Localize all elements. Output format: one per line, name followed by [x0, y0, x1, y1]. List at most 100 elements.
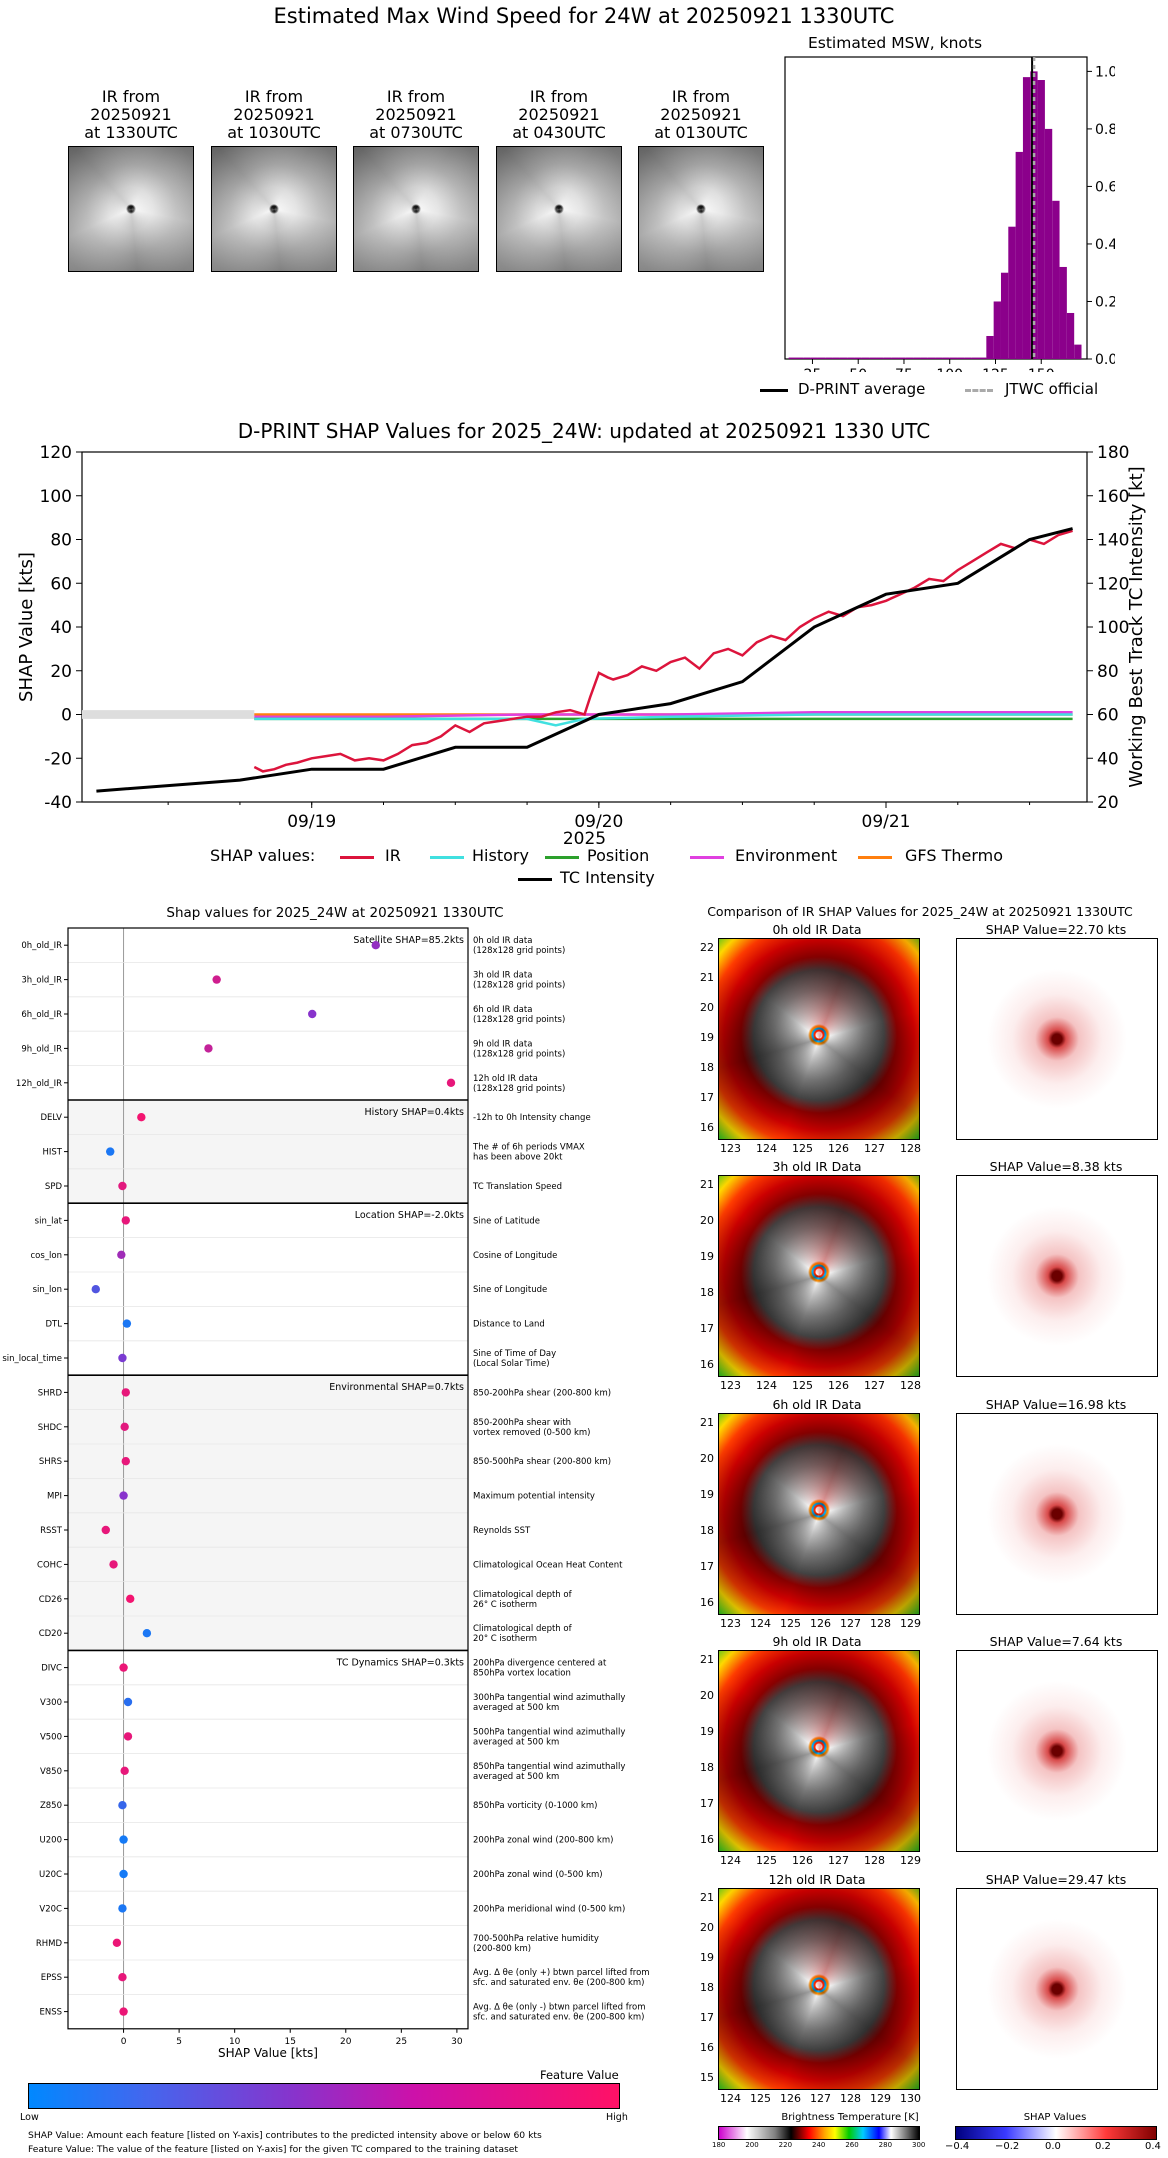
ir-y-tick-label: 18 [700, 1286, 714, 1299]
histogram-bar [1066, 312, 1075, 359]
feature-name: V500 [40, 1732, 62, 1742]
feature-x-tick-label: 10 [229, 2037, 241, 2047]
feature-title: Shap values for 2025_24W at 20250921 133… [166, 905, 504, 921]
ts-y2-tick-label: 40 [1097, 749, 1119, 769]
feature-description: Avg. Δ θe (only +) btwn parcel lifted fr… [473, 1968, 650, 1978]
feature-description: averaged at 500 km [473, 1772, 559, 1782]
thumbnail-label-line: 20250921 [660, 105, 742, 124]
feature-shap-point [142, 1629, 152, 1638]
feature-shap-point [121, 1457, 130, 1466]
feature-shap-point [123, 1697, 133, 1707]
histogram-bar [869, 357, 877, 359]
feature-x-tick-label: 0 [121, 2037, 127, 2047]
thumbnail-label: IR from 20250921 at 0730UTC [351, 88, 481, 142]
position-legend-swatch [545, 856, 579, 859]
ts-x-label: 2025 [563, 829, 606, 849]
shap-timeseries-chart: -40 -20 0 20 40 60 80 100 120 20 40 60 80 100 120 140 16… [16, 443, 1147, 849]
ir-x-tick-label: 125 [756, 1854, 777, 1867]
feature-description: sfc. and saturated env. θe (200-800 km) [473, 1978, 645, 1988]
shap-panel-title: SHAP Value=16.98 kts [985, 1397, 1127, 1412]
histogram-bar [1015, 151, 1023, 359]
ir-thumbnail-image [353, 146, 479, 272]
sv-tick-label: 0.4 [1145, 2141, 1161, 2152]
feature-name: sin_local_time [2, 1354, 62, 1364]
ts-series-line [253, 529, 1073, 773]
ir-y-tick-label: 21 [700, 1653, 714, 1666]
bt-tick-label: 240 [812, 2141, 826, 2149]
shap-hotspot [987, 1919, 1127, 2059]
feature-shap-point [120, 1766, 129, 1775]
histogram-bar [847, 357, 855, 359]
environment-legend-swatch [690, 856, 724, 859]
feature-description: Climatological Ocean Heat Content [473, 1560, 623, 1570]
shap-map-image [956, 1650, 1158, 1852]
ir-y-tick-label: 21 [700, 1891, 714, 1904]
ir-y-tick-label: 19 [700, 1951, 714, 1964]
thumbnail-label-line: IR from [101, 87, 161, 106]
feature-description: 0h old IR data [473, 936, 532, 946]
storm-bands [497, 147, 621, 271]
thumbnail-label-line: IR from [244, 87, 304, 106]
histogram-bar [861, 357, 870, 359]
feature-shap-point [123, 1732, 133, 1741]
davg-legend-swatch [760, 389, 788, 392]
ts-y-tick-label: -40 [44, 793, 72, 813]
histogram-bar [1037, 80, 1045, 359]
ir-y-tick-label: 16 [700, 1358, 714, 1371]
ir-x-tick-label: 125 [780, 1617, 801, 1630]
ir-y-tick-label: 16 [700, 1833, 714, 1846]
ts-y-tick-label: 20 [50, 662, 72, 682]
ir-y-tick-label: 19 [700, 1488, 714, 1501]
ts-y-tick-label: 100 [40, 487, 72, 507]
feature-name: SHDC [38, 1423, 62, 1433]
feature-group-label: Satellite SHAP=85.2kts [353, 935, 464, 946]
feature-description: -12h to 0h Intensity change [473, 1113, 591, 1123]
ts-y-tick-label: 120 [40, 443, 72, 463]
feature-name: DIVC [41, 1664, 62, 1674]
ir-thumbnail-image [68, 146, 194, 272]
ir-y-tick-label: 20 [700, 1214, 714, 1227]
shap-hotspot [987, 1206, 1127, 1346]
shap-hotspot [987, 1681, 1127, 1821]
histogram-bar [957, 357, 965, 359]
feature-x-tick-label: 15 [284, 2037, 295, 2047]
ir-panel-title: 0h old IR Data [772, 922, 862, 937]
storm-cloud [354, 147, 478, 271]
feature-description: 9h old IR data [473, 1039, 532, 1049]
bt-tick-label: 260 [845, 2141, 859, 2149]
feature-shap-point [308, 1009, 317, 1019]
bt-tick-label: 280 [878, 2141, 893, 2149]
ts-zero-band [82, 710, 255, 719]
feature-value-colorbar [28, 2083, 620, 2109]
thumbnail-label-line: at 1030UTC [227, 123, 321, 142]
feature-shap-point [112, 1938, 122, 1947]
thumbnail-label: IR from 20250921 at 0430UTC [494, 88, 624, 142]
feature-shap-point [119, 1491, 128, 1500]
histogram-x-tick-label: 150 [1028, 367, 1055, 372]
ir-x-tick-label: 129 [870, 2092, 891, 2105]
ir-x-tick-label: 123 [720, 1379, 741, 1392]
feature-description: sfc. and saturated env. θe (200-800 km) [473, 2013, 645, 2023]
ts-y2-label: Working Best Track TC Intensity [kt] [1126, 466, 1147, 787]
feature-name: V300 [40, 1698, 62, 1708]
shap-ts-title: D-PRINT SHAP Values for 2025_24W: update… [237, 419, 931, 443]
thumbnail-label-line: at 0430UTC [512, 123, 606, 142]
thumbnail-label-line: 20250921 [375, 105, 457, 124]
histogram-bar [927, 357, 936, 359]
feature-description: (128x128 grid points) [473, 981, 565, 991]
feature-name: 0h_old_IR [21, 941, 62, 951]
shap-panel-title: SHAP Value=8.38 kts [989, 1159, 1123, 1174]
ts-tc-intensity-line [96, 527, 1073, 793]
feature-name: SHRS [39, 1457, 62, 1467]
position-legend-label: Position [587, 846, 650, 865]
ir-x-tick-label: 126 [780, 2092, 801, 2105]
feature-shap-point [122, 1319, 132, 1328]
ts-y-label: SHAP Value [kts] [16, 552, 37, 702]
feature-description: 850-200hPa shear (200-800 km) [473, 1388, 611, 1398]
ir-y-tick-label: 20 [700, 1001, 714, 1014]
tc-legend-swatch [518, 878, 552, 881]
histogram-bar [1074, 344, 1082, 359]
ts-x-tick-label: 09/19 [287, 812, 336, 832]
bt-colorbar-label: Brightness Temperature [K] [781, 2112, 919, 2123]
histogram-bar [1022, 77, 1031, 359]
